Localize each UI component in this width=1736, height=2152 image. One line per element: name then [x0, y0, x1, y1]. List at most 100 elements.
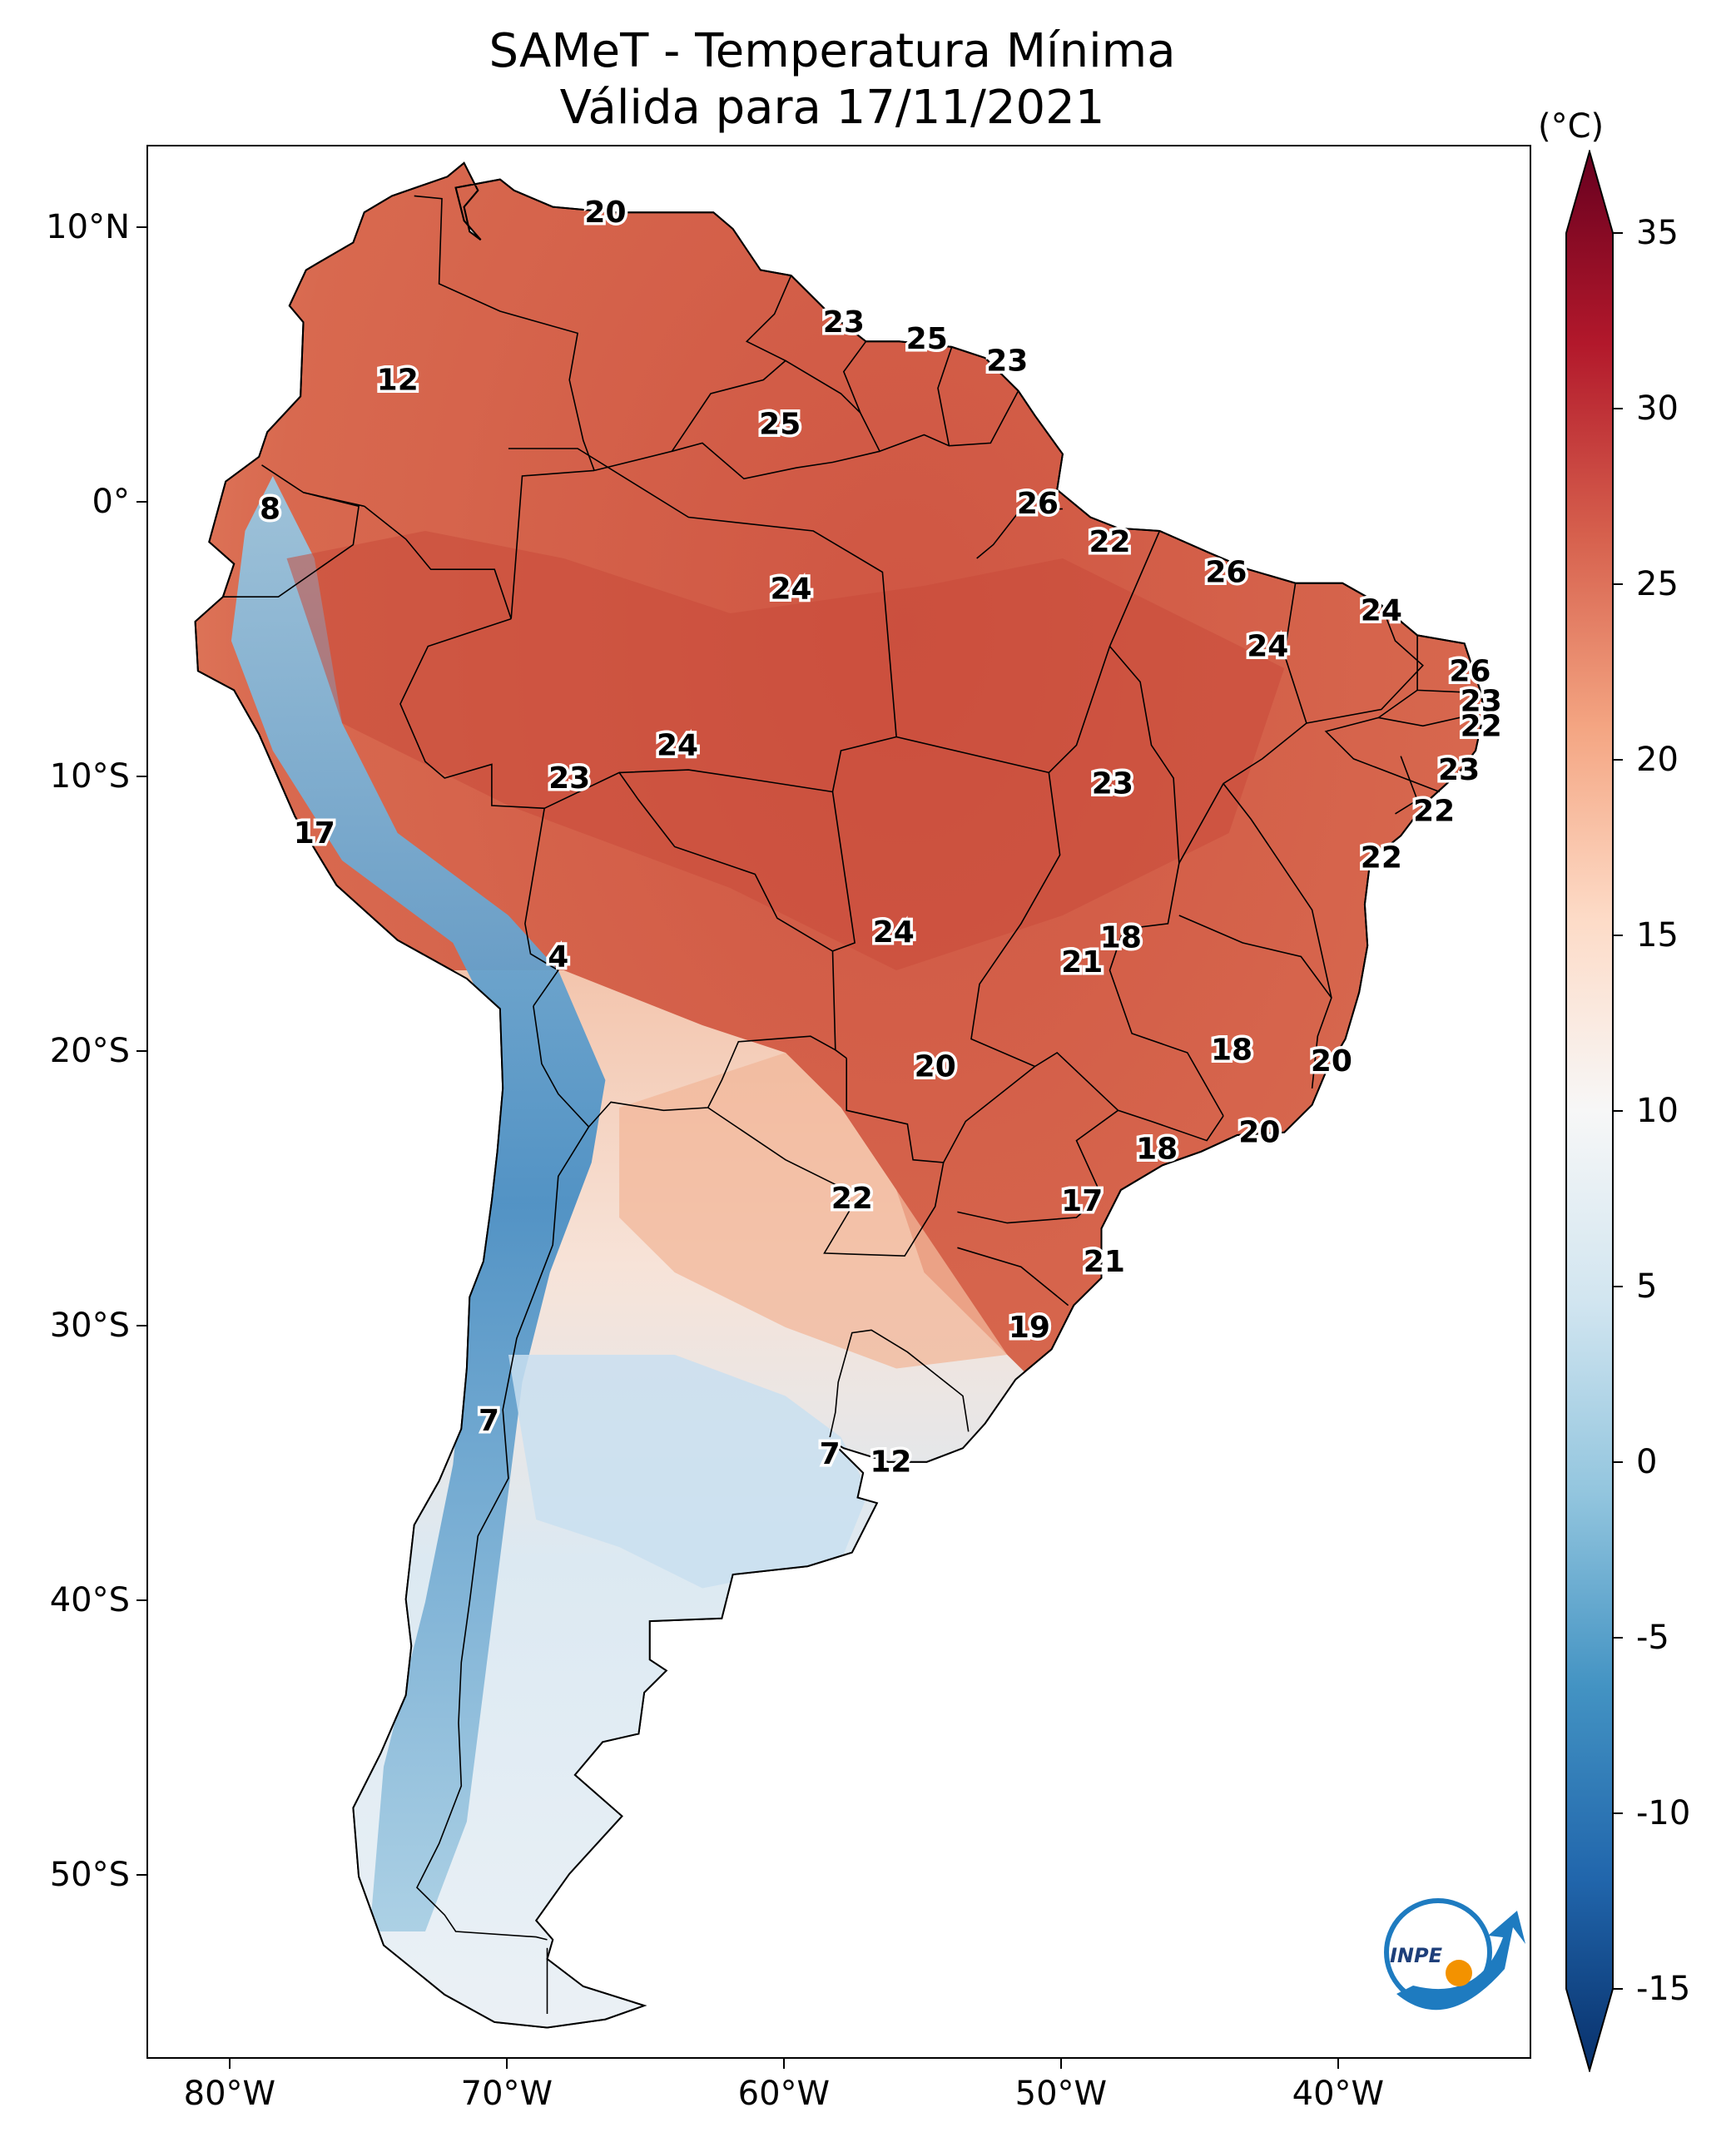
colorbar-tick-label: 35 — [1636, 214, 1679, 252]
longitude-label: 70°W — [460, 2075, 553, 2113]
border-line — [842, 340, 867, 414]
border-line — [672, 442, 880, 480]
logo-arrow-icon — [1396, 1911, 1525, 2011]
longitude-label: 60°W — [737, 2075, 831, 2113]
border-line — [1178, 583, 1307, 864]
latitude-tick — [136, 1874, 146, 1876]
temperature-label: 7 — [820, 1437, 841, 1471]
longitude-tick — [1059, 2059, 1062, 2069]
temperature-label: 25 — [906, 322, 948, 356]
colorbar-tick-label: -15 — [1636, 1970, 1691, 2008]
temperature-label: 26 — [1017, 487, 1059, 521]
amazon-hot-region — [286, 531, 1285, 970]
map-area: 20 12 23 25 23 25 8 26 22 24 26 24 24 26 23 22 24 23 23 23 2… — [146, 145, 1531, 2059]
temperature-label: 20 — [1238, 1116, 1280, 1150]
longitude-tick — [1337, 2059, 1339, 2069]
temperature-label: 22 — [1413, 795, 1455, 829]
border-line — [1306, 604, 1424, 724]
temperature-label: 21 — [1061, 945, 1103, 979]
temperature-label: 8 — [260, 493, 280, 527]
temperature-label: 23 — [548, 761, 590, 796]
temperature-label: 17 — [294, 816, 335, 850]
temperature-label: 18 — [1100, 920, 1142, 955]
border-line — [831, 791, 856, 952]
longitude-tick — [782, 2059, 785, 2069]
country-borders — [222, 195, 1485, 2014]
temperature-label: 21 — [1084, 1245, 1125, 1279]
temperature-label: 18 — [1136, 1133, 1178, 1167]
border-line — [1109, 646, 1224, 1117]
temperature-label: 19 — [1009, 1311, 1050, 1345]
temperature-label: 25 — [759, 407, 801, 441]
logo-text: INPE — [1390, 1944, 1443, 1967]
pampas-cool-region — [508, 1355, 869, 1589]
colorbar-tick-label: -10 — [1636, 1794, 1691, 1832]
coastline — [194, 161, 1486, 2029]
latitude-label: 20°S — [49, 1032, 130, 1070]
border-line — [416, 1126, 590, 1941]
colorbar-gradient — [1565, 150, 1614, 2072]
longitude-label: 80°W — [183, 2075, 276, 2113]
temperature-label: 23 — [1461, 685, 1502, 719]
border-line — [533, 1005, 836, 1128]
colorbar-tick-label: 15 — [1636, 916, 1679, 955]
inpe-logo: INPE — [1384, 1898, 1525, 2011]
temperature-label: 22 — [1089, 525, 1130, 559]
colorbar-tick-label: 25 — [1636, 565, 1679, 603]
longitude-label: 50°W — [1014, 2075, 1108, 2113]
latitude-tick — [136, 1599, 146, 1601]
chart-subtitle: Válida para 17/11/2021 — [559, 81, 1105, 135]
temperature-label: 18 — [1211, 1034, 1252, 1068]
border-line — [399, 617, 559, 1007]
chaco-warm-region — [619, 1053, 1008, 1369]
border-line — [1376, 689, 1485, 727]
temperature-label: 26 — [1449, 654, 1490, 688]
border-line — [937, 346, 953, 446]
border-line — [785, 359, 1019, 453]
longitude-tick — [505, 2059, 508, 2069]
border-line — [976, 508, 1063, 559]
latitude-label: 10°S — [49, 757, 130, 796]
colorbar-tick-label: 10 — [1636, 1092, 1679, 1130]
latitude-label: 30°S — [49, 1307, 130, 1345]
colorbar-tick-label: 0 — [1636, 1443, 1658, 1481]
temperature-label: 20 — [584, 196, 626, 230]
temperature-label: 23 — [823, 305, 865, 340]
border-line — [707, 1058, 945, 1257]
border-line — [1324, 717, 1441, 793]
temperature-label: 22 — [831, 1182, 873, 1216]
temperature-label: 22 — [1361, 841, 1402, 875]
border-line — [508, 448, 897, 737]
border-line — [414, 195, 595, 471]
temperature-label: 4 — [548, 940, 568, 974]
border-line — [222, 464, 360, 598]
latitude-label: 50°S — [49, 1856, 130, 1894]
border-line — [619, 736, 897, 793]
border-line — [1223, 783, 1332, 999]
colorbar-tick-label: 5 — [1636, 1267, 1658, 1306]
border-line — [303, 492, 365, 508]
border-line — [1075, 1109, 1118, 1196]
colorbar-tick-label: -5 — [1636, 1619, 1669, 1657]
border-line — [510, 469, 595, 619]
temperature-label: 12 — [870, 1445, 911, 1480]
colorbar-tick-label: 30 — [1636, 389, 1679, 428]
border-line — [1178, 915, 1332, 1088]
chart-title: SAMeT - Temperatura Mínima — [489, 24, 1176, 78]
latitude-label: 0° — [92, 483, 130, 521]
temperature-label: 24 — [873, 915, 915, 950]
temperature-label: 26 — [1205, 556, 1247, 590]
temperature-label: 7 — [479, 1404, 499, 1438]
colorbar-tick-label: 20 — [1636, 741, 1679, 779]
latitude-label: 10°N — [46, 208, 130, 246]
latitude-tick — [136, 1325, 146, 1326]
latitude-tick — [136, 501, 146, 503]
temperature-label: 24 — [1361, 594, 1402, 628]
colorbar-unit: (°C) — [1538, 107, 1605, 146]
longitude-label: 40°W — [1292, 2075, 1385, 2113]
border-line — [957, 1194, 1103, 1224]
border-line — [364, 505, 512, 619]
andes-cold-strip — [231, 476, 606, 1931]
border-line — [543, 771, 847, 1059]
